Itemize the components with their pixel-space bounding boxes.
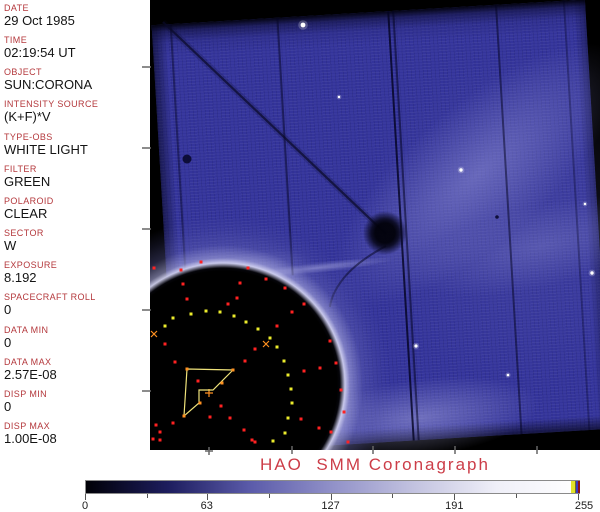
colorbar-major-tick xyxy=(454,494,456,500)
fiducial-line xyxy=(387,11,415,441)
field-label: OBJECT xyxy=(4,67,42,78)
streamer-glow xyxy=(302,0,600,446)
fiducial-line xyxy=(562,0,590,431)
field-label: INTENSITY SOURCE xyxy=(4,99,99,110)
streamer-glow xyxy=(150,225,333,332)
fiducial-line xyxy=(495,4,523,435)
field-value: CLEAR xyxy=(4,205,48,221)
field-object: OBJECT SUN:CORONA xyxy=(4,67,148,92)
colorbar-major-tick xyxy=(85,494,86,500)
colorbar-minor-tick xyxy=(516,494,518,498)
colorbar-tick-label: 63 xyxy=(200,500,213,512)
fiducial-line xyxy=(169,24,187,279)
field-label: SECTOR xyxy=(4,228,44,239)
field-label: DISP MIN xyxy=(4,388,48,399)
lut-overlay-stripe xyxy=(576,481,578,493)
field-filter: FILTER GREEN xyxy=(4,164,148,189)
ccd-frame xyxy=(150,0,600,450)
field-value: 0 xyxy=(4,334,12,350)
image-title: HAO SMM Coronagraph xyxy=(260,455,490,474)
field-label: DATE xyxy=(4,3,29,13)
field-disp-min: DISP MIN 0 xyxy=(4,389,148,414)
colorbar-minor-tick xyxy=(268,494,270,498)
colorbar-major-tick xyxy=(206,494,208,500)
colorbar-major-tick xyxy=(330,494,332,500)
field-label: TYPE-OBS xyxy=(4,131,53,142)
lut-overlay-stripe xyxy=(578,481,580,493)
field-date: DATE 29 Oct 1985 xyxy=(4,3,148,28)
field-value: 0 xyxy=(4,398,12,414)
field-data-min: DATA MIN 0 xyxy=(4,325,148,350)
streamer-glow xyxy=(363,155,600,336)
field-polaroid: POLAROID CLEAR xyxy=(4,196,148,221)
lut-overlay-stripe xyxy=(571,481,575,493)
streamer-glow xyxy=(242,0,600,396)
field-type-obs: TYPE-OBS WHITE LIGHT xyxy=(4,132,148,157)
field-value: 29 Oct 1985 xyxy=(4,13,75,28)
field-value: 8.192 xyxy=(4,270,37,286)
field-data-max: DATA MAX 2.57E-08 xyxy=(4,357,148,382)
colorbar-gradient xyxy=(85,480,580,494)
field-value: 1.00E-08 xyxy=(4,430,57,446)
colorbar-tick-label: 191 xyxy=(445,500,464,512)
field-intensity-source: INTENSITY SOURCE (K+F)*V xyxy=(4,99,148,124)
field-label: DISP MAX xyxy=(4,420,51,431)
field-label: EXPOSURE xyxy=(4,260,58,271)
colorbar-major-tick xyxy=(578,494,579,500)
fiducial-line xyxy=(276,17,294,276)
field-label: DATA MIN xyxy=(4,324,49,335)
lut-overlay-stripe xyxy=(575,481,576,493)
field-sector: SECTOR W xyxy=(4,228,148,253)
field-exposure: EXPOSURE 8.192 xyxy=(4,260,148,285)
field-label: SPACECRAFT ROLL xyxy=(4,292,96,303)
field-label: POLAROID xyxy=(4,195,54,206)
field-label: DATA MAX xyxy=(4,356,52,367)
colorbar-minor-tick xyxy=(392,494,394,498)
field-label: FILTER xyxy=(4,163,37,174)
field-value: 02:19:54 UT xyxy=(4,45,76,61)
streamer-glow xyxy=(259,348,580,450)
colorbar-tick-label: 127 xyxy=(321,500,340,512)
field-value: SUN:CORONA xyxy=(4,77,93,93)
field-value: 0 xyxy=(4,302,12,318)
field-value: WHITE LIGHT xyxy=(4,141,88,157)
field-value: 2.57E-08 xyxy=(4,366,57,382)
field-disp-max: DISP MAX 1.00E-08 xyxy=(4,421,148,446)
fiducial-line xyxy=(392,10,420,441)
field-value: W xyxy=(4,238,17,254)
field-value: (K+F)*V xyxy=(4,109,51,125)
colorbar-minor-tick xyxy=(146,494,148,498)
field-label: TIME xyxy=(4,35,28,46)
colorbar-tick-label: 0 xyxy=(81,500,89,512)
metadata-sidebar: DATE 29 Oct 1985 TIME 02:19:54 UT OBJECT SUN:… xyxy=(0,0,150,512)
field-time: TIME 02:19:54 UT xyxy=(4,35,148,60)
streamer-glow xyxy=(216,249,417,287)
image-viewport[interactable] xyxy=(150,0,600,450)
field-value: GREEN xyxy=(4,173,51,189)
field-spacecraft-roll: SPACECRAFT ROLL 0 xyxy=(4,292,148,317)
colorbar-tick-label: 255 xyxy=(574,500,594,512)
